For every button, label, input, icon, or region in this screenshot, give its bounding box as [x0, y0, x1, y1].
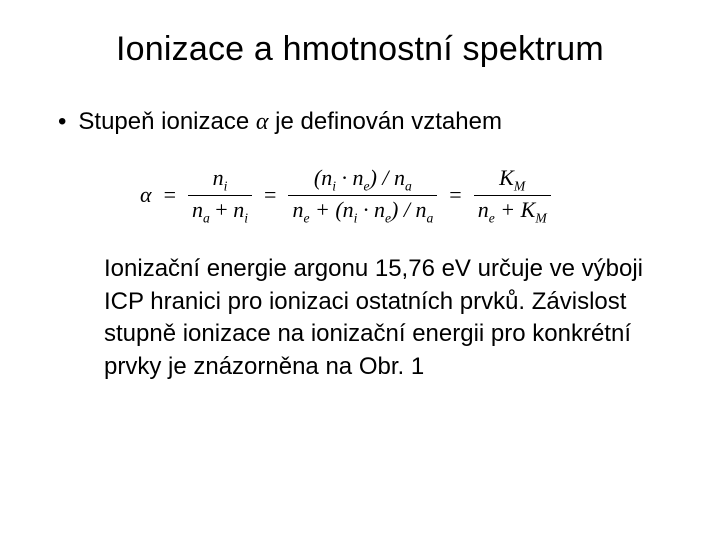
- frac1-num-sub: i: [224, 178, 228, 193]
- slide: Ionizace a hmotnostní spektrum • Stupeň …: [0, 0, 720, 540]
- alpha-symbol: α: [256, 109, 269, 135]
- frac1-den-na: n: [192, 197, 203, 222]
- frac2-num: (ni · ne) / na: [310, 166, 416, 193]
- fraction-2: (ni · ne) / na ne + (ni · ne) / na: [288, 166, 437, 226]
- frac3-num-m: M: [514, 178, 525, 193]
- bullet-text-before: Stupeň ionizace: [78, 108, 255, 135]
- formula: α = ni na + ni = (ni · ne) / na ne + (ni…: [140, 166, 670, 226]
- frac2-num-na: ) / n: [370, 165, 405, 190]
- frac2-den-plus: + (n: [310, 197, 354, 222]
- frac3-den: ne + KM: [474, 198, 551, 225]
- frac2-num-ni: (n: [314, 165, 332, 190]
- frac2-num-ne: · n: [336, 165, 364, 190]
- equals-3: =: [445, 182, 465, 208]
- slide-title: Ionizace a hmotnostní spektrum: [50, 30, 670, 69]
- frac1-den: na + ni: [188, 198, 252, 225]
- frac1-den-na-sub: a: [203, 210, 210, 225]
- frac1-den-plus: +: [210, 197, 233, 222]
- frac2-bar: [288, 195, 437, 196]
- frac2-den-ne: n: [292, 197, 303, 222]
- equals-2: =: [260, 182, 280, 208]
- frac2-den: ne + (ni · ne) / na: [288, 198, 437, 225]
- frac3-num: KM: [495, 166, 529, 193]
- frac3-den-plus: + K: [495, 197, 536, 222]
- frac1-num: ni: [209, 166, 232, 193]
- formula-alpha: α: [140, 182, 152, 208]
- frac1-den-ni-sub: i: [244, 210, 248, 225]
- fraction-1: ni na + ni: [188, 166, 252, 226]
- frac2-den-na: ) / n: [391, 197, 426, 222]
- frac1-den-ni: n: [233, 197, 244, 222]
- body-paragraph: Ionizační energie argonu 15,76 eV určuje…: [104, 253, 650, 383]
- frac1-num-n: n: [213, 165, 224, 190]
- frac2-num-na-sub: a: [405, 178, 412, 193]
- bullet-item: • Stupeň ionizace α je definován vztahem: [58, 105, 670, 140]
- formula-block: α = ni na + ni = (ni · ne) / na ne + (ni…: [140, 166, 670, 226]
- equals-1: =: [160, 182, 180, 208]
- frac1-bar: [188, 195, 252, 196]
- frac2-den-na-sub: a: [426, 210, 433, 225]
- bullet-text-after: je definován vztahem: [268, 108, 501, 135]
- bullet-marker: •: [58, 105, 66, 139]
- frac3-bar: [474, 195, 551, 196]
- frac2-den-nemid: · n: [357, 197, 385, 222]
- frac3-den-ne: n: [478, 197, 489, 222]
- bullet-text: Stupeň ionizace α je definován vztahem: [78, 105, 502, 140]
- fraction-3: KM ne + KM: [474, 166, 551, 226]
- frac3-num-k: K: [499, 165, 514, 190]
- frac3-den-km-sub: M: [535, 210, 546, 225]
